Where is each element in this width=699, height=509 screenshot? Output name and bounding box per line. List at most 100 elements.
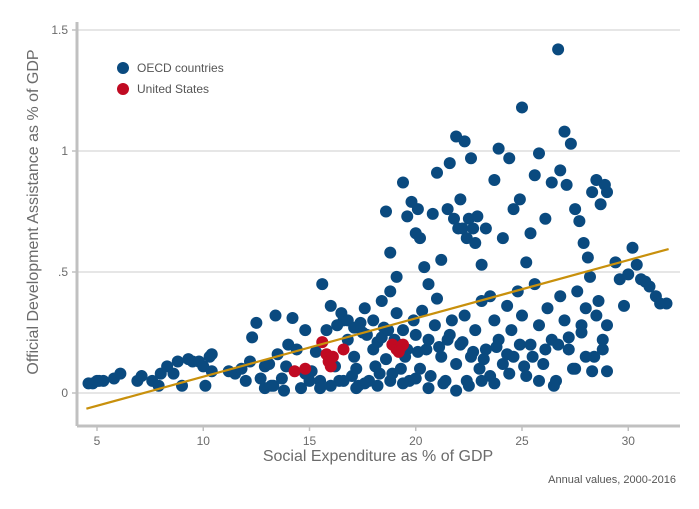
oecd-point [269,309,282,322]
legend-us-label: United States [137,82,209,96]
oecd-point [516,101,528,114]
oecd-point [454,193,467,206]
x-tick-label: 30 [622,434,636,448]
oecd-point [601,365,613,378]
oecd-point [414,232,426,245]
oecd-point [588,350,601,363]
y-tick-label: 0 [61,386,68,400]
oecd-point [450,384,463,397]
x-tick-label: 10 [197,434,211,448]
oecd-point [373,367,386,380]
oecd-point [552,43,565,56]
oecd-point [390,307,403,320]
oecd-point [250,316,263,329]
oecd-point [320,324,333,337]
oecd-point [477,353,490,366]
oecd-point [397,176,409,189]
oecd-point [573,215,586,228]
oecd-point [465,152,477,165]
oecd-point [496,357,509,370]
oecd-point [278,384,290,397]
oecd-point [445,314,458,327]
oecd-point [437,377,450,390]
oecd-point [467,345,480,358]
oecd-point [554,164,567,177]
oecd-point [533,374,545,387]
oecd-point [513,193,526,206]
oecd-point [205,348,218,361]
oecd-point [579,350,592,363]
oecd-point [469,324,482,337]
oecd-point [524,338,537,351]
oecd-point [501,348,514,361]
oecd-point [411,203,424,216]
oecd-point [433,341,446,354]
oecd-point [586,365,599,378]
y-axis-ticks: 0 .5 1 1.5 [51,23,77,400]
note-text: Annual values, 2000-2016 [548,474,676,486]
oecd-point [401,210,414,223]
oecd-point [575,319,588,332]
gridlines [77,29,680,394]
us-series [288,336,409,378]
oecd-point [601,186,613,199]
oecd-point [524,227,537,240]
oecd-point [569,362,582,375]
oecd-point [462,379,475,392]
oecd-point [384,246,397,259]
oecd-point [411,345,424,358]
oecd-point [367,314,380,327]
us-point [288,365,301,378]
oecd-point [590,309,603,322]
oecd-point [594,198,607,211]
oecd-point [371,379,384,392]
oecd-point [630,258,643,271]
oecd-point [394,362,407,375]
oecd-point [539,343,552,356]
oecd-point [135,370,148,383]
oecd-point [354,316,367,329]
oecd-point [562,343,575,356]
oecd-point [397,377,409,390]
oecd-point [526,350,539,363]
oecd-point [541,302,554,315]
oecd-point [331,319,344,332]
oecd-point [314,382,327,395]
oecd-point [239,374,252,387]
oecd-point [473,362,486,375]
oecd-point [643,280,656,293]
oecd-point [503,152,516,165]
oecd-point [547,379,560,392]
oecd-point [424,370,437,383]
oecd-point [324,379,337,392]
oecd-point [422,382,435,395]
oecd-point [479,222,492,235]
oecd-point [409,372,422,385]
oecd-point [418,261,431,274]
oecd-point [431,292,443,305]
oecd-point [441,203,454,216]
oecd-point [428,319,441,332]
oecd-point [426,207,439,220]
oecd-point [448,212,460,225]
oecd-point [416,304,429,317]
oecd-point [490,341,503,354]
oecd-point [384,285,397,298]
oecd-point [533,319,545,332]
oecd-point [545,176,558,189]
oecd-point [660,297,673,310]
oecd-point [275,372,288,385]
oecd-point [560,178,573,191]
oecd-point [492,142,505,155]
oecd-point [601,319,613,332]
oecd-point [488,377,501,390]
oecd-point [513,338,526,351]
oecd-point [586,186,599,199]
oecd-point [324,299,337,312]
oecd-point [618,299,630,312]
oecd-point [456,222,469,235]
oecd-point [358,302,371,315]
x-axis-ticks: 5 10 15 20 25 30 [94,426,636,448]
y-tick-label: .5 [58,265,68,279]
